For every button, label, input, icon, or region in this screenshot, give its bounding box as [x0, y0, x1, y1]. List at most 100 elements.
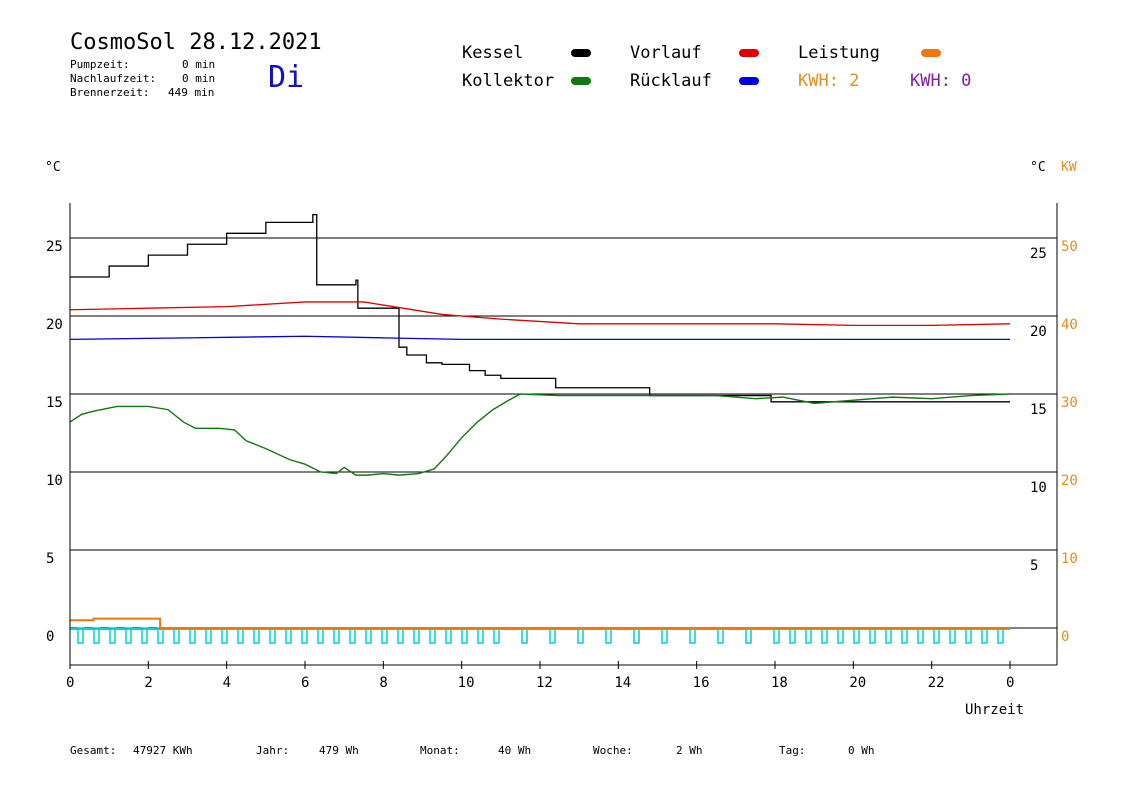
legend-kollektor-label: Kollektor [462, 71, 555, 91]
legend-kollektor-swatch [571, 77, 591, 85]
pump-pulse [689, 627, 696, 644]
y-left-tick-label: 0 [46, 629, 54, 645]
pump-pulse [429, 627, 436, 644]
x-tick-label: 2 [144, 675, 152, 691]
pump-pulse [717, 627, 724, 644]
pump-pulse [901, 627, 908, 644]
pump-pulse [965, 627, 972, 644]
pump-pulse [349, 627, 356, 644]
footer-monat-label: Monat: [420, 744, 460, 757]
pumpzeit-label: Pumpzeit: [70, 58, 130, 71]
x-tick-label: 0 [1006, 675, 1014, 691]
y-kw-tick-label: 10 [1061, 551, 1078, 567]
legend-leistung-swatch [921, 49, 941, 57]
pump-pulse [445, 627, 452, 644]
y-left-tick-label: 15 [46, 395, 63, 411]
pump-pulse [221, 627, 228, 644]
legend-kessel-label: Kessel [462, 43, 524, 63]
series-line-kessel [70, 213, 1010, 403]
pump-pulse [109, 627, 116, 644]
x-tick-label: 22 [928, 675, 945, 691]
pump-pulse [477, 627, 484, 644]
y-left-tick-label: 20 [46, 317, 63, 333]
y-kw-tick-label: 40 [1061, 317, 1078, 333]
x-axis-label: Uhrzeit [965, 702, 1025, 718]
pump-pulse [577, 627, 584, 644]
series-line-leistung [70, 617, 1010, 629]
pump-pulse [949, 627, 956, 644]
footer-gesamt-value: 47927 KWh [133, 744, 193, 757]
nachlauf-label: Nachlaufzeit: [70, 72, 157, 85]
x-tick-label: 4 [223, 675, 231, 691]
pump-pulse [821, 627, 828, 644]
pump-pulse [837, 627, 844, 644]
series-line-kollektor [69, 393, 1011, 476]
y-kw-tick-label: 30 [1061, 395, 1078, 411]
legend-vorlauf-swatch [739, 49, 759, 57]
pumpzeit-value: 0 min [182, 58, 216, 71]
brenner-label: Brennerzeit: [70, 86, 150, 99]
y-kw-tick-label: 20 [1061, 473, 1078, 489]
brenner-value: 449 min [168, 86, 215, 99]
y-kw-tick-label: 50 [1061, 239, 1078, 255]
pump-pulse [413, 627, 420, 644]
y-right-tick-label: 20 [1030, 324, 1047, 340]
legend-ruecklauf-label: Rücklauf [630, 71, 712, 91]
pump-layer [70, 627, 1010, 644]
footer-tag-label: Tag: [779, 744, 806, 757]
pump-pulse [285, 627, 292, 644]
pump-pulse [269, 627, 276, 644]
x-tick-label: 20 [849, 675, 866, 691]
y-right-tick-label: 5 [1030, 558, 1038, 574]
pump-pulse [189, 627, 196, 644]
pump-pulse [397, 627, 404, 644]
series-layer [69, 213, 1011, 629]
pump-pulse [461, 627, 468, 644]
x-tick-label: 6 [301, 675, 309, 691]
footer-tag-value: 0 Wh [848, 744, 875, 757]
page-title: CosmoSol 28.12.2021 [70, 30, 322, 55]
kwh-orange-label: KWH: 2 [798, 71, 860, 91]
pump-pulse [853, 627, 860, 644]
pump-pulse [549, 627, 556, 644]
grid-layer [70, 237, 1057, 629]
pump-pulse [885, 627, 892, 644]
kwh-purple-label: KWH: 0 [910, 71, 972, 91]
pump-pulse [317, 627, 324, 644]
series-line-rücklauf [69, 335, 1010, 341]
pump-pulse [157, 627, 164, 644]
right-kw-unit-label: KW [1061, 160, 1077, 175]
legend-ruecklauf-swatch [739, 77, 759, 85]
series-line-vorlauf [69, 301, 1011, 327]
footer-woche-value: 2 Wh [676, 744, 703, 757]
nachlauf-value: 0 min [182, 72, 216, 85]
pump-pulse [205, 627, 212, 644]
footer-jahr-value: 479 Wh [319, 744, 359, 757]
legend-vorlauf-label: Vorlauf [630, 43, 702, 63]
pump-pulse [237, 627, 244, 644]
weekday-label: Di [268, 60, 305, 95]
pump-pulse [773, 627, 780, 644]
pump-pulse [521, 627, 528, 644]
pump-pulse [93, 627, 100, 644]
y-left-tick-label: 5 [46, 551, 54, 567]
pump-pulse [381, 627, 388, 644]
y-right-tick-label: 25 [1030, 246, 1047, 262]
y-kw-tick-label: 0 [1061, 629, 1069, 645]
pump-pulse [365, 627, 372, 644]
pump-pulse [333, 627, 340, 644]
x-tick-label: 10 [458, 675, 475, 691]
y-right-tick-label: 10 [1030, 480, 1047, 496]
pump-pulse [745, 627, 752, 644]
footer-woche-label: Woche: [593, 744, 633, 757]
pump-pulse [253, 627, 260, 644]
y-right-tick-label: 15 [1030, 402, 1047, 418]
pump-pulse [633, 627, 640, 644]
pump-pulse [77, 627, 84, 644]
x-tick-label: 8 [379, 675, 387, 691]
x-tick-label: 0 [66, 675, 74, 691]
x-tick-label: 12 [536, 675, 553, 691]
